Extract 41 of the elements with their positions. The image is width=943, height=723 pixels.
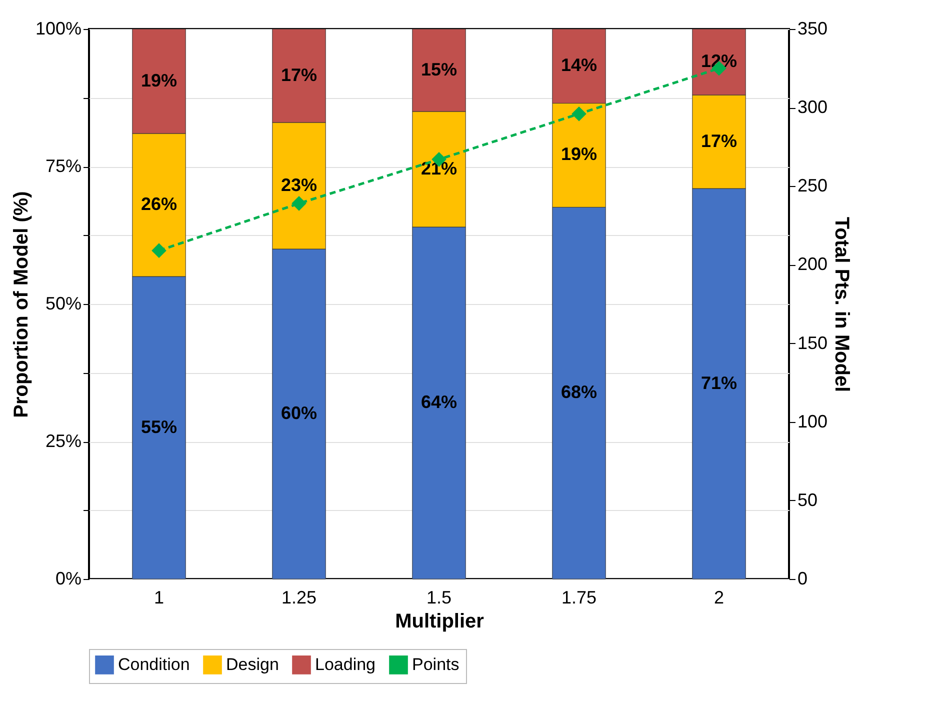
x-tick-label: 1.5	[426, 588, 452, 608]
y2-tick-label: 0	[798, 568, 808, 588]
data-label: 17%	[280, 64, 318, 85]
data-label: 14%	[560, 55, 598, 76]
x-tick-label: 1.25	[281, 588, 317, 608]
y2-tick-label: 200	[798, 254, 828, 274]
data-label: 71%	[700, 372, 738, 393]
data-label: 15%	[420, 59, 458, 80]
y2-tick-label: 350	[798, 18, 828, 38]
legend-label: Points	[412, 654, 460, 674]
y2-tick-label: 300	[798, 97, 828, 118]
y2-axis-title: Total Pts. in Model	[830, 216, 853, 392]
y2-tick-label: 50	[798, 490, 818, 510]
legend-label: Loading	[315, 654, 376, 674]
data-label: 60%	[280, 403, 318, 423]
point	[572, 106, 586, 122]
y2-tick-label: 100	[798, 411, 828, 432]
data-label: 55%	[140, 416, 178, 437]
data-label: 17%	[700, 130, 738, 151]
legend-label: Condition	[118, 654, 190, 674]
data-label: 64%	[420, 392, 458, 412]
y-tick-label: 100%	[35, 18, 82, 38]
y-tick-label: 50%	[45, 294, 82, 314]
y-axis-title: Proportion of Model (%)	[10, 191, 32, 418]
data-label: 68%	[560, 382, 598, 402]
y-tick-label: 25%	[45, 431, 82, 451]
data-label: 26%	[140, 194, 178, 214]
y2-tick-label: 150	[798, 332, 828, 353]
y-tick-label: 75%	[45, 156, 82, 176]
x-tick-label: 1.75	[561, 588, 597, 608]
x-tick-label: 1	[154, 588, 164, 608]
x-tick-label: 2	[714, 588, 724, 608]
y-tick-label: 0%	[55, 568, 82, 588]
point	[292, 196, 306, 211]
point	[152, 243, 166, 258]
data-label: 19%	[560, 144, 598, 164]
y2-tick-label: 250	[798, 176, 828, 196]
data-label: 23%	[280, 174, 318, 195]
x-axis-title: Multiplier	[395, 610, 484, 632]
legend-label: Design	[226, 654, 279, 674]
data-label: 19%	[140, 70, 178, 90]
